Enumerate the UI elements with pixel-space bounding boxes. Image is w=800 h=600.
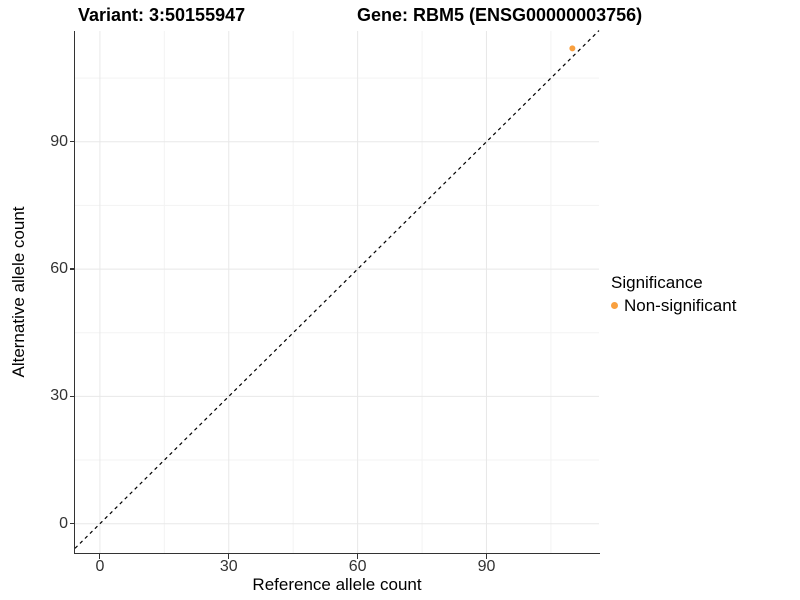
y-tick-label: 0 [59, 514, 68, 532]
y-tick-label: 60 [50, 260, 68, 278]
y-tick-mark [69, 395, 74, 397]
y-tick-mark [69, 523, 74, 525]
x-tick-mark [357, 554, 359, 559]
x-axis-line [73, 552, 600, 555]
y-tick-label: 30 [50, 387, 68, 405]
y-tick-mark [69, 268, 74, 270]
x-tick-label: 90 [477, 558, 496, 575]
x-tick-mark [99, 554, 101, 559]
legend-item: Non-significant [611, 295, 736, 316]
legend-point-icon [611, 302, 618, 309]
legend-title: Significance [611, 273, 703, 292]
x-axis-title: Reference allele count [252, 575, 422, 594]
x-tick-mark [228, 554, 230, 559]
x-tick-label: 0 [95, 558, 105, 575]
y-axis-line [73, 31, 76, 554]
legend: Significance Non-significant [611, 272, 736, 316]
x-tick-label: 30 [219, 558, 238, 575]
legend-item-label: Non-significant [624, 296, 737, 315]
x-tick-label: 60 [348, 558, 367, 575]
plot-title-gene: Gene: RBM5 (ENSG00000003756) [357, 5, 643, 25]
y-tick-mark [69, 141, 74, 143]
x-tick-mark [485, 554, 488, 559]
y-tick-label: 90 [50, 132, 68, 150]
plot-title-variant: Variant: 3:50155947 [78, 5, 246, 25]
